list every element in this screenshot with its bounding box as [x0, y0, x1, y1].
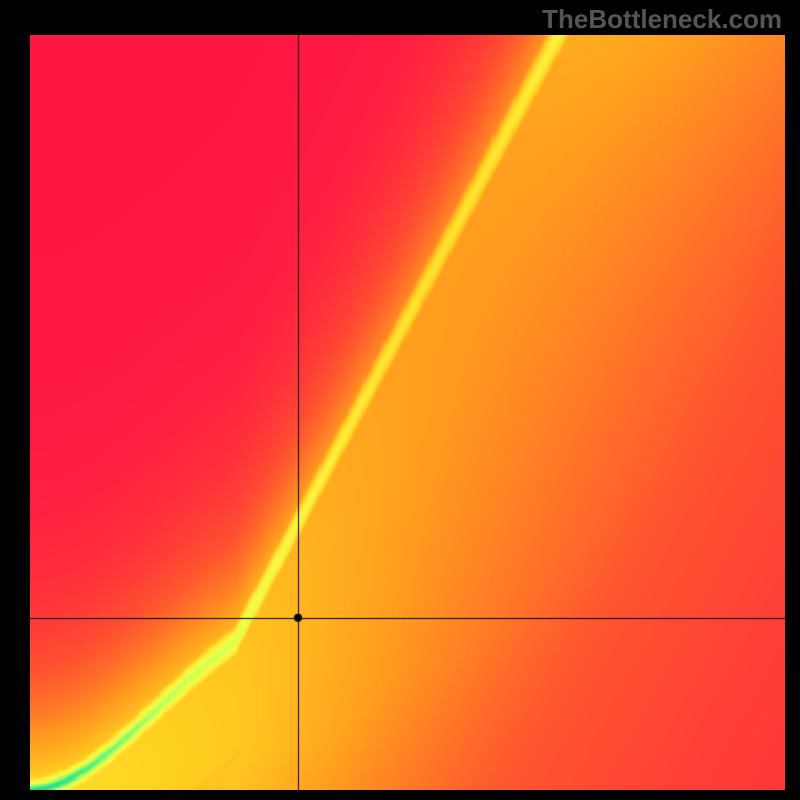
watermark-text: TheBottleneck.com	[542, 4, 782, 35]
chart-container: TheBottleneck.com	[0, 0, 800, 800]
bottleneck-heatmap	[30, 35, 785, 790]
